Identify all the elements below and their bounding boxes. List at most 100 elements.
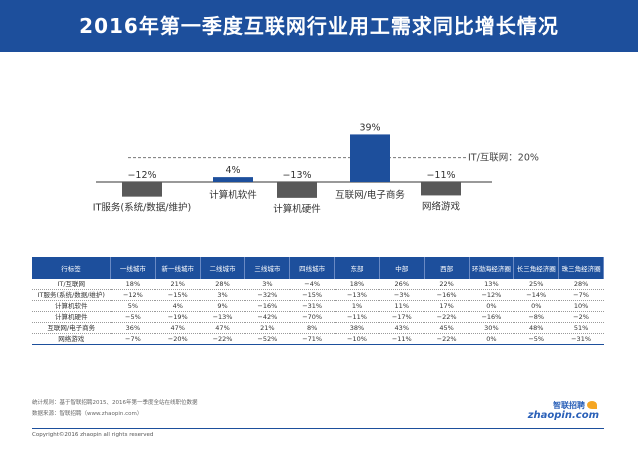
table-cell: −12% [110, 289, 156, 301]
column-header: 东部 [334, 257, 380, 279]
data-table: 行标签 一线城市 新一线城市 二线城市 三线城市 四线城市 东部 中部 西部 环渤海经济圈 长三角经… [32, 257, 604, 345]
bar-3 [350, 134, 390, 182]
table-cell: 47% [155, 322, 201, 334]
table-cell: 26% [379, 279, 425, 290]
table-cell: −22% [424, 333, 469, 345]
table-cell: −4% [289, 279, 335, 290]
table-cell: −32% [244, 289, 290, 301]
table-cell: −11% [379, 333, 425, 345]
logo-swoosh-icon [587, 401, 597, 409]
table-cell: −12% [469, 289, 514, 301]
table-row: 计算机硬件 −5% −19% −13% −42% −70% −11% −17% −22% −16%… [32, 311, 604, 323]
row-label: 互联网/电子商务 [32, 322, 111, 334]
table-cell: −10% [334, 333, 380, 345]
copyright-text: Copyright©2016 zhaopin all rights reserv… [32, 432, 154, 438]
table-cell: 10% [558, 300, 604, 312]
bar-value-label: −11% [426, 170, 455, 181]
table-cell: 0% [469, 333, 514, 345]
table-cell: 1% [334, 300, 380, 312]
column-header: 四线城市 [289, 257, 336, 279]
bar-4 [421, 182, 461, 196]
category-label: 网络游戏 [422, 200, 461, 212]
table-cell: 18% [110, 279, 156, 290]
table-cell: −5% [513, 333, 559, 345]
column-header: 西部 [424, 257, 470, 279]
column-header: 环渤海经济圈 [469, 257, 515, 279]
table-cell: 8% [289, 322, 335, 334]
table-cell: −15% [155, 289, 201, 301]
row-label: 计算机软件 [32, 300, 111, 312]
table-cell: −70% [289, 311, 335, 323]
table-cell: −22% [424, 311, 469, 323]
category-label: 计算机软件 [209, 189, 257, 201]
table-cell: 43% [379, 322, 425, 334]
table-cell: −31% [289, 300, 335, 312]
table-cell: 3% [244, 279, 290, 290]
table-cell: −2% [558, 311, 604, 323]
table-cell: −5% [110, 311, 156, 323]
column-header: 三线城市 [244, 257, 291, 279]
table-row: IT/互联网 18% 21% 28% 3% −4% 18% 26% 22% 13% 25% 28% [32, 279, 604, 290]
table-cell: 28% [558, 279, 604, 290]
column-header: 二线城市 [200, 257, 246, 279]
table-cell: 30% [469, 322, 514, 334]
table-cell: −14% [513, 289, 559, 301]
row-label: 网络游戏 [32, 333, 111, 345]
table-cell: 47% [200, 322, 245, 334]
table-cell: −8% [513, 311, 559, 323]
column-header: 中部 [379, 257, 425, 279]
column-header: 长三角经济圈 [513, 257, 560, 279]
table-cell: −22% [200, 333, 245, 345]
table-cell: 0% [513, 300, 559, 312]
bar-2 [277, 182, 317, 198]
table-row: 计算机软件 5% 4% 9% −16% −31% 1% 11% 17% 0% 0% 10% [32, 300, 604, 312]
bar-1 [213, 177, 253, 182]
table-cell: 21% [244, 322, 290, 334]
column-header: 一线城市 [110, 257, 156, 279]
table-row: IT服务(系统/数据/维护) −12% −15% 3% −32% −15% −13% −3% −… [32, 289, 604, 301]
table-cell: −52% [244, 333, 290, 345]
logo-en-text: zhaopin.com [527, 410, 599, 421]
table-cell: 28% [200, 279, 245, 290]
table-cell: 9% [200, 300, 245, 312]
table-cell: −11% [334, 311, 380, 323]
table-cell: −16% [424, 289, 469, 301]
category-label: 计算机硬件 [273, 203, 321, 215]
column-header: 新一线城市 [155, 257, 201, 279]
table-cell: 21% [155, 279, 201, 290]
category-label: 互联网/电子商务 [335, 189, 405, 201]
footer-divider [32, 428, 604, 429]
table-cell: −13% [200, 311, 245, 323]
footnote-rule: 统计规则：基于智联招聘2015、2016年第一季度全站在线职位数据 [32, 400, 198, 406]
table-row: 网络游戏 −7% −20% −22% −52% −71% −10% −11% −22% 0% −5%… [32, 333, 604, 345]
table-cell: 51% [558, 322, 604, 334]
table-cell: −71% [289, 333, 335, 345]
table-cell: −31% [558, 333, 604, 345]
page-title: 2016年第一季度互联网行业用工需求同比增长情况 [79, 14, 559, 38]
table-cell: 25% [513, 279, 559, 290]
table-cell: 18% [334, 279, 380, 290]
table-cell: 13% [469, 279, 514, 290]
header-banner: 2016年第一季度互联网行业用工需求同比增长情况 [0, 0, 638, 52]
bar-value-label: −13% [282, 170, 311, 181]
table-cell: 36% [110, 322, 156, 334]
category-label: IT服务(系统/数据/维护) [93, 202, 191, 214]
zhaopin-logo: 智联招聘 zhaopin.com [528, 400, 599, 426]
table-cell: 45% [424, 322, 469, 334]
table-cell: −7% [110, 333, 156, 345]
row-label: IT服务(系统/数据/维护) [32, 289, 111, 301]
table-cell: −20% [155, 333, 201, 345]
table-cell: −17% [379, 311, 425, 323]
row-label: IT/互联网 [32, 279, 111, 290]
footnote-source: 数据来源：智联招聘（www.zhaopin.com） [32, 411, 143, 417]
table-cell: 4% [155, 300, 201, 312]
bar-chart: IT/互联网：20% −12% IT服务(系统/数据/维护) 4% 计算机软件 −13% 计… [93, 122, 539, 215]
bar-0 [122, 182, 162, 197]
reference-line-label: IT/互联网：20% [468, 153, 539, 164]
bar-value-label: −12% [127, 170, 156, 181]
bar-value-label: 4% [225, 165, 240, 176]
table-cell: 38% [334, 322, 380, 334]
table-cell: 22% [424, 279, 469, 290]
table-cell: 0% [469, 300, 514, 312]
table-cell: −7% [558, 289, 604, 301]
